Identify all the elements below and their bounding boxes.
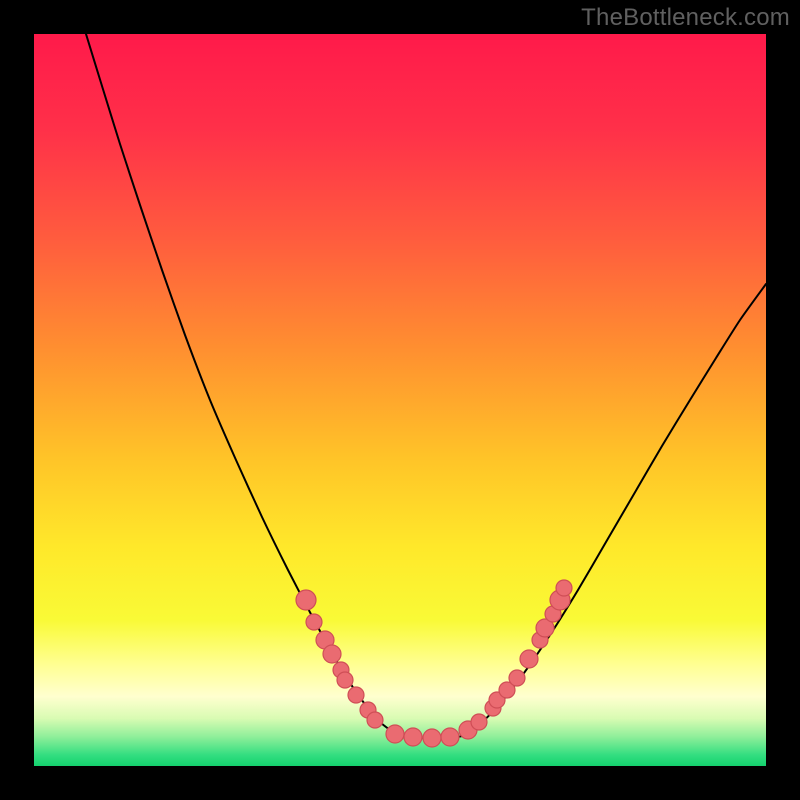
- data-point: [404, 728, 422, 746]
- data-point: [348, 687, 364, 703]
- data-point: [471, 714, 487, 730]
- data-point: [556, 580, 572, 596]
- data-point: [323, 645, 341, 663]
- data-point: [441, 728, 459, 746]
- data-point: [423, 729, 441, 747]
- chart-svg: [0, 0, 800, 800]
- watermark-text: TheBottleneck.com: [581, 4, 790, 32]
- data-point: [367, 712, 383, 728]
- data-point: [306, 614, 322, 630]
- plot-background: [34, 34, 766, 766]
- data-point: [386, 725, 404, 743]
- data-point: [509, 670, 525, 686]
- data-point: [337, 672, 353, 688]
- data-point: [296, 590, 316, 610]
- data-point: [520, 650, 538, 668]
- chart-root: TheBottleneck.com: [0, 0, 800, 800]
